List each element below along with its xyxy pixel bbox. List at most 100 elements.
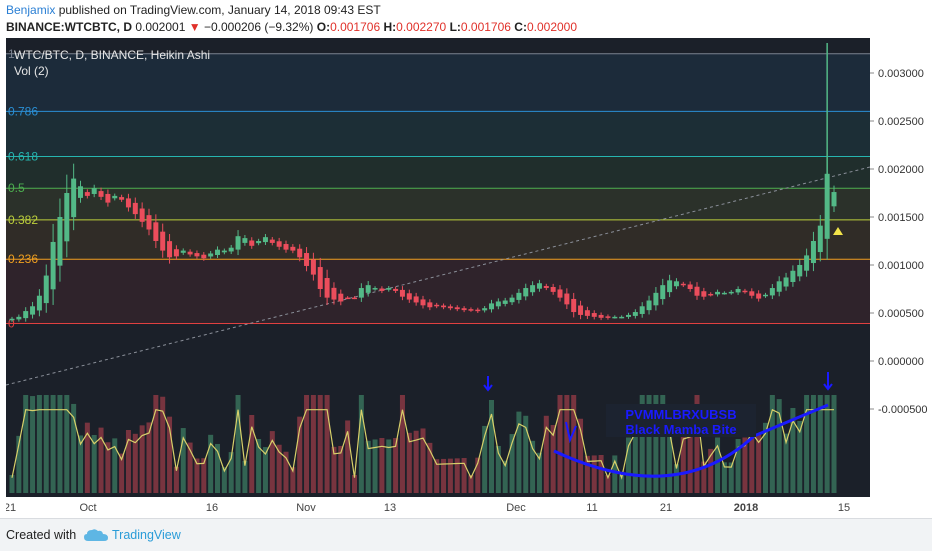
candle[interactable]: [30, 306, 36, 315]
candle[interactable]: [352, 297, 357, 300]
candle[interactable]: [667, 280, 673, 293]
candle[interactable]: [393, 288, 399, 291]
candle[interactable]: [646, 300, 652, 311]
candle[interactable]: [660, 285, 666, 300]
candle[interactable]: [536, 283, 542, 289]
candle[interactable]: [461, 308, 467, 311]
candle[interactable]: [105, 193, 111, 203]
candle[interactable]: [564, 293, 570, 305]
candle[interactable]: [57, 217, 63, 266]
candle[interactable]: [43, 275, 49, 304]
candle[interactable]: [16, 316, 22, 320]
price-axis[interactable]: 0.003000 0.002500 0.002000 0.001500 0.001000…: [870, 38, 932, 497]
candle[interactable]: [763, 294, 768, 297]
candle[interactable]: [98, 191, 104, 197]
candle[interactable]: [276, 241, 282, 247]
candle[interactable]: [208, 253, 214, 257]
candle[interactable]: [482, 308, 488, 311]
candle[interactable]: [769, 288, 775, 296]
candle[interactable]: [550, 287, 556, 292]
candle[interactable]: [112, 195, 118, 199]
candle[interactable]: [454, 307, 460, 310]
candle[interactable]: [701, 291, 707, 297]
price-chart[interactable]: 1 0.786 0.618 0.5 0.382 0.236 0 PVMMLBRXUBSB B…: [5, 38, 871, 497]
candle[interactable]: [516, 292, 522, 300]
author-link[interactable]: Benjamix: [6, 3, 56, 17]
candle[interactable]: [749, 291, 755, 296]
candle[interactable]: [502, 300, 508, 304]
candle[interactable]: [187, 251, 193, 255]
candle[interactable]: [256, 241, 262, 244]
candle[interactable]: [64, 193, 70, 242]
candle[interactable]: [591, 313, 597, 317]
candle[interactable]: [173, 249, 179, 257]
candle[interactable]: [680, 283, 686, 286]
candle[interactable]: [297, 248, 303, 258]
candle[interactable]: [71, 178, 77, 218]
candle[interactable]: [372, 288, 378, 290]
candle[interactable]: [242, 238, 248, 243]
candle[interactable]: [304, 253, 310, 266]
candle[interactable]: [475, 309, 481, 312]
candle[interactable]: [249, 240, 255, 246]
candle[interactable]: [153, 222, 159, 241]
candle[interactable]: [146, 215, 152, 230]
candle[interactable]: [262, 237, 268, 243]
candle[interactable]: [23, 311, 29, 319]
candle[interactable]: [441, 305, 447, 308]
candle[interactable]: [228, 247, 234, 252]
candle[interactable]: [804, 255, 810, 271]
candle[interactable]: [317, 267, 323, 289]
candle[interactable]: [632, 312, 638, 316]
candle[interactable]: [386, 288, 392, 290]
candle[interactable]: [742, 290, 748, 293]
candle[interactable]: [728, 291, 734, 294]
candle[interactable]: [9, 318, 15, 321]
candle[interactable]: [447, 306, 453, 309]
candle[interactable]: [578, 305, 584, 315]
candle[interactable]: [735, 289, 741, 293]
candle[interactable]: [310, 259, 316, 275]
candle[interactable]: [790, 270, 796, 283]
candle[interactable]: [283, 244, 289, 250]
candle[interactable]: [427, 302, 433, 308]
candle[interactable]: [756, 293, 762, 299]
candle[interactable]: [495, 301, 501, 307]
candle[interactable]: [50, 241, 56, 290]
candle[interactable]: [584, 310, 590, 316]
candle[interactable]: [160, 231, 166, 251]
candle[interactable]: [78, 186, 83, 198]
candle[interactable]: [489, 303, 494, 310]
candle[interactable]: [235, 236, 241, 250]
candle[interactable]: [290, 246, 296, 251]
chart-panel[interactable]: 1 0.786 0.618 0.5 0.382 0.236 0 PVMMLBRXUBSB B…: [5, 38, 871, 497]
candle[interactable]: [598, 314, 604, 318]
candle[interactable]: [605, 316, 611, 318]
candle[interactable]: [221, 250, 227, 253]
candle[interactable]: [571, 298, 577, 313]
candle[interactable]: [194, 253, 200, 257]
candle[interactable]: [167, 241, 173, 258]
candle[interactable]: [626, 314, 631, 317]
candle[interactable]: [509, 297, 515, 303]
candle[interactable]: [180, 250, 186, 253]
candle[interactable]: [673, 281, 679, 287]
candle[interactable]: [721, 292, 727, 295]
candle[interactable]: [91, 188, 97, 194]
candle[interactable]: [783, 277, 789, 287]
candle[interactable]: [543, 285, 549, 289]
candle[interactable]: [119, 197, 125, 200]
candle[interactable]: [523, 288, 529, 297]
candle[interactable]: [420, 299, 426, 306]
candle[interactable]: [338, 293, 344, 302]
candle[interactable]: [619, 316, 625, 319]
candle[interactable]: [694, 286, 700, 296]
candle[interactable]: [708, 293, 714, 296]
candle[interactable]: [776, 281, 782, 292]
candle[interactable]: [413, 296, 419, 303]
candle[interactable]: [132, 202, 138, 215]
trend-line[interactable]: [5, 166, 871, 386]
candle[interactable]: [365, 285, 371, 293]
candle[interactable]: [269, 239, 275, 243]
candle[interactable]: [715, 291, 721, 295]
